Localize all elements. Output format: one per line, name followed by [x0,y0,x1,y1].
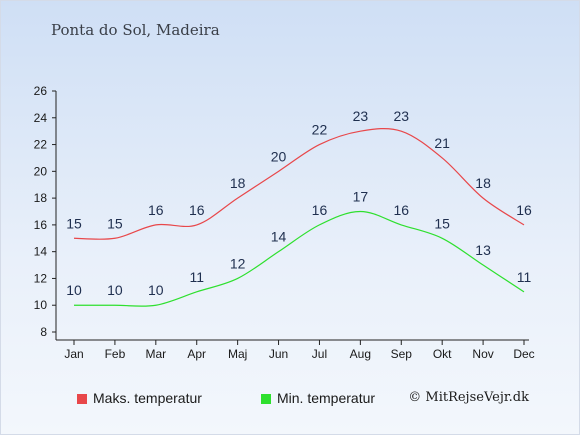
data-label-min: 15 [434,215,450,231]
data-label-min: 10 [107,282,123,298]
axes: 8 10 12 14 16 18 20 22 24 26 Jan Feb Mar Apr Maj Jun Jul… [34,84,535,361]
data-label-max: 23 [353,108,369,124]
data-label-max: 15 [66,215,82,231]
data-label-min: 16 [393,202,409,218]
x-tick-label: Jun [269,347,288,361]
legend-item-max: Maks. temperatur [77,390,202,406]
data-labels: 15 15 16 16 18 20 22 23 23 21 18 16 10 10 10 11 12 14 16 17… [66,108,532,298]
data-label-max: 16 [189,202,205,218]
series-lines [73,128,525,307]
y-tick-label: 20 [34,164,48,178]
data-label-max: 23 [393,108,409,124]
x-tick-label: Nov [472,347,493,361]
data-label-max: 16 [516,202,532,218]
legend-swatch-max [77,394,87,404]
y-tick-label: 10 [34,298,48,312]
copyright-text: © MitRejseVejr.dk [408,390,529,405]
data-label-min: 14 [271,229,287,245]
data-label-max: 20 [271,148,287,164]
x-tick-label: Apr [187,347,206,361]
legend-label-max: Maks. temperatur [93,390,202,406]
legend-label-min: Min. temperatur [277,390,376,406]
x-tick-label: Feb [105,347,126,361]
data-label-max: 21 [434,135,450,151]
chart-title: Ponta do Sol, Madeira [51,21,220,39]
data-label-max: 22 [312,122,328,138]
data-label-min: 11 [189,269,204,285]
data-label-min: 11 [517,269,532,285]
y-tick-label: 24 [34,111,48,125]
y-tick-label: 8 [40,325,47,339]
y-tick-label: 26 [34,84,48,98]
x-tick-label: Maj [228,347,247,361]
y-tick-label: 18 [34,191,48,205]
series-line-max [73,128,525,240]
legend-swatch-min [261,394,271,404]
data-label-min: 17 [353,189,369,205]
x-tick-label: Jan [64,347,83,361]
x-tick-label: Mar [145,347,166,361]
legend-item-min: Min. temperatur [261,390,375,406]
data-label-max: 18 [230,175,246,191]
data-label-min: 16 [312,202,328,218]
data-label-min: 10 [148,282,164,298]
data-label-min: 13 [475,242,491,258]
data-label-max: 16 [148,202,164,218]
x-tick-label: Jul [312,347,327,361]
x-tick-label: Dec [513,347,534,361]
y-tick-label: 14 [34,245,48,259]
y-tick-label: 22 [34,138,48,152]
x-tick-label: Sep [391,347,413,361]
data-label-max: 18 [475,175,491,191]
x-tick-label: Aug [350,347,371,361]
data-label-max: 15 [107,215,123,231]
y-tick-label: 16 [34,218,48,232]
data-label-min: 12 [230,255,246,271]
x-tick-label: Okt [433,347,452,361]
y-tick-label: 12 [34,271,48,285]
data-label-min: 10 [66,282,82,298]
series-line-min [73,210,525,307]
